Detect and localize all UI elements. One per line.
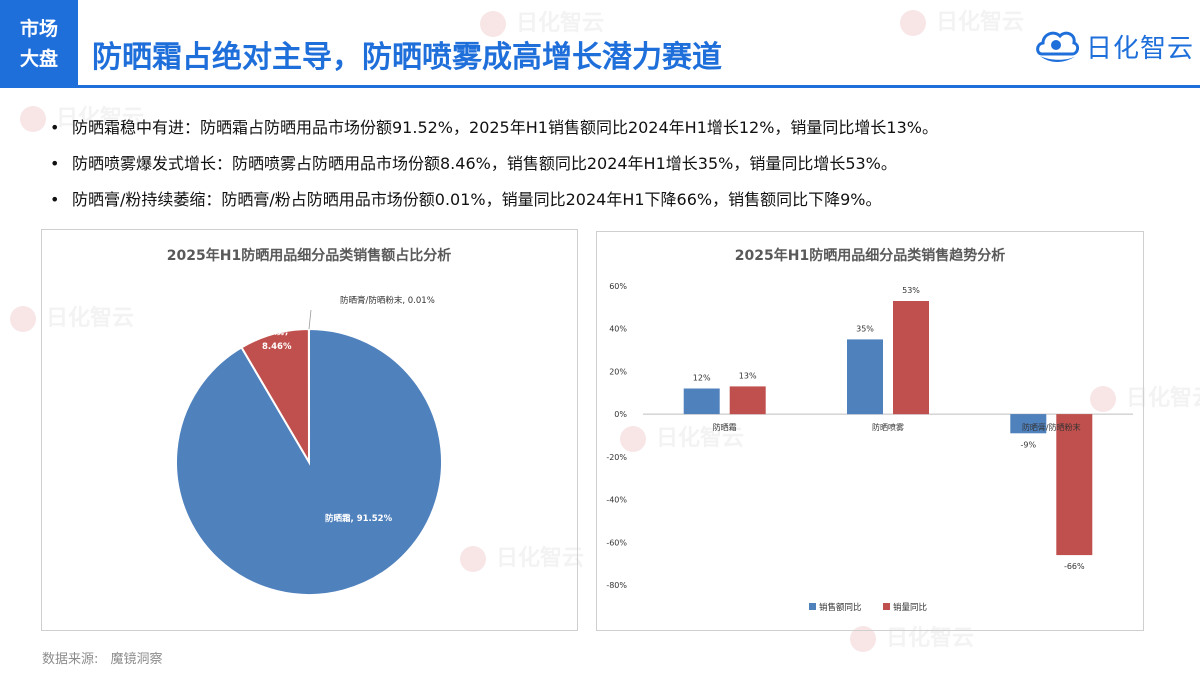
pie-chart-panel: 2025年H1防晒用品细分品类销售额占比分析 防晒膏/防晒粉末, 0.01% 防… [41, 229, 578, 631]
bar-data-label: 13% [739, 371, 757, 380]
bar-data-label: 12% [693, 374, 711, 383]
bar-chart-panel: 2025年H1防晒用品细分品类销售趋势分析 60% 40% 20% 0% -20% -40… [596, 231, 1144, 631]
section-tag-line1: 市场 [19, 18, 58, 40]
y-tick-label: 20% [609, 367, 627, 376]
page-title: 防晒霜占绝对主导，防晒喷雾成高增长潜力赛道 [92, 40, 722, 75]
bar-chart: 2025年H1防晒用品细分品类销售趋势分析 60% 40% 20% 0% -20% -40… [606, 247, 1133, 613]
bullet-item: 防晒膏/粉持续萎缩：防晒膏/粉占防晒用品市场份额0.01%，销量同比2024年H… [50, 182, 938, 218]
legend-label: 销售额同比 [819, 602, 862, 613]
y-tick-label: 40% [609, 325, 627, 334]
brand-logo: 日化智云 [1034, 24, 1194, 68]
pie-label-sunscreen-spray-name: 防晒喷雾, [251, 326, 288, 337]
x-category-label: 防晒喷雾 [872, 422, 904, 432]
summary-bullets: 防晒霜稳中有进：防晒霜占防晒用品市场份额91.52%，2025年H1销售额同比2… [50, 110, 938, 218]
bar [683, 388, 720, 415]
bar [729, 386, 766, 415]
watermark: 日化智云 [620, 420, 744, 452]
legend-swatch [809, 603, 816, 610]
bullet-item: 防晒喷雾爆发式增长：防晒喷雾占防晒用品市场份额8.46%，销售额同比2024年H… [50, 146, 938, 182]
bar-data-label: -9% [1021, 440, 1037, 449]
pie-chart: 2025年H1防晒用品细分品类销售额占比分析 防晒膏/防晒粉末, 0.01% 防… [167, 247, 451, 596]
legend-label: 销量同比 [893, 602, 927, 613]
bar [1010, 414, 1047, 434]
watermark: 日化智云 [10, 300, 134, 332]
y-tick-label: 0% [614, 410, 627, 419]
x-category-label: 防晒膏/防晒粉末 [1022, 422, 1081, 432]
bar [893, 301, 929, 415]
pie-label-sunscreen-stick: 防晒膏/防晒粉末, 0.01% [340, 295, 435, 306]
pie-chart-title: 2025年H1防晒用品细分品类销售额占比分析 [167, 247, 451, 264]
watermark: 日化智云 [480, 5, 604, 37]
header-divider [78, 85, 1200, 88]
bullet-item: 防晒霜稳中有进：防晒霜占防晒用品市场份额91.52%，2025年H1销售额同比2… [50, 110, 938, 146]
pie-label-sunscreen-spray-value: 8.46% [262, 342, 292, 352]
pie-label-sunscreen-cream: 防晒霜, 91.52% [325, 513, 393, 524]
section-tag: 市场 大盘 [0, 0, 78, 88]
section-tag-line2: 大盘 [19, 48, 58, 70]
data-source: 数据来源: 魔镜洞察 [42, 648, 171, 667]
y-tick-label: 60% [609, 282, 627, 291]
watermark: 日化智云 [900, 4, 1024, 36]
bar-data-label: 53% [902, 286, 920, 295]
y-tick-label: -60% [606, 538, 627, 547]
pie-leader-line [308, 309, 312, 330]
watermark: 日化智云 [1090, 380, 1200, 412]
data-source-value: 魔镜洞察 [110, 652, 163, 667]
data-source-label: 数据来源: [42, 652, 99, 667]
bar-chart-title: 2025年H1防晒用品细分品类销售趋势分析 [735, 247, 1005, 264]
brand-logo-text: 日化智云 [1086, 33, 1195, 64]
watermark: 日化智云 [460, 540, 584, 572]
cloud-icon [1036, 31, 1080, 62]
bar-data-label: -66% [1064, 562, 1085, 571]
bar [847, 339, 883, 415]
y-tick-label: -80% [606, 581, 627, 590]
x-category-label: 防晒霜 [713, 422, 737, 432]
legend-swatch [883, 603, 890, 610]
y-tick-label: -20% [606, 453, 627, 462]
bar-data-label: 35% [856, 324, 874, 333]
y-tick-label: -40% [606, 496, 627, 505]
bar [1056, 414, 1093, 556]
